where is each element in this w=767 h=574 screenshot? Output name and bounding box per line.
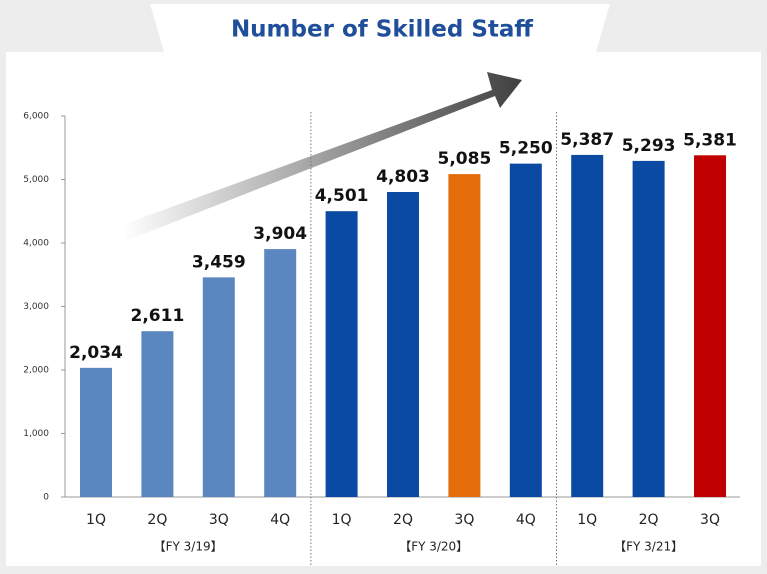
bar <box>141 331 174 497</box>
x-tick-label: 2Q <box>639 512 659 528</box>
y-tick-label: 6,000 <box>23 112 49 122</box>
value-label: 5,085 <box>438 149 492 169</box>
bar <box>80 367 112 497</box>
x-tick-label: 2Q <box>393 512 413 528</box>
y-tick-label: 2,000 <box>23 366 49 376</box>
value-label: 2,034 <box>69 343 123 363</box>
bar <box>325 211 358 497</box>
bar <box>509 163 542 497</box>
x-tick-label: 1Q <box>86 512 106 528</box>
group-label: 【FY 3/20】 <box>399 540 468 554</box>
x-tick-label: 3Q <box>209 512 229 528</box>
bar <box>448 174 481 498</box>
value-label: 4,501 <box>315 186 369 206</box>
y-tick-label: 1,000 <box>23 429 49 439</box>
bar <box>202 277 235 497</box>
x-tick-label: 3Q <box>700 512 720 528</box>
y-tick-label: 3,000 <box>23 302 49 312</box>
value-label: 4,803 <box>376 167 430 187</box>
value-label: 5,381 <box>683 130 737 150</box>
y-tick-label: 4,000 <box>23 239 49 249</box>
x-tick-label: 4Q <box>270 512 290 528</box>
bar <box>264 249 297 497</box>
trend-arrow <box>122 72 522 240</box>
value-label: 5,293 <box>622 136 676 156</box>
value-label: 5,250 <box>499 139 553 159</box>
group-label: 【FY 3/21】 <box>614 540 683 554</box>
value-label: 2,611 <box>131 306 185 326</box>
bar <box>694 155 726 497</box>
bar <box>387 192 419 497</box>
bar <box>571 154 604 497</box>
value-label: 3,904 <box>253 224 307 244</box>
y-tick-label: 0 <box>43 493 49 503</box>
x-tick-label: 1Q <box>332 512 352 528</box>
title-banner <box>150 4 610 52</box>
x-tick-label: 3Q <box>454 512 474 528</box>
x-tick-label: 4Q <box>516 512 536 528</box>
y-tick-label: 5,000 <box>23 175 49 185</box>
chart-title: Number of Skilled Staff <box>231 17 533 43</box>
value-label: 5,387 <box>560 130 614 150</box>
group-label: 【FY 3/19】 <box>154 540 223 554</box>
x-tick-label: 2Q <box>147 512 167 528</box>
bar <box>632 160 665 497</box>
value-label: 3,459 <box>192 252 246 272</box>
x-tick-label: 1Q <box>577 512 597 528</box>
